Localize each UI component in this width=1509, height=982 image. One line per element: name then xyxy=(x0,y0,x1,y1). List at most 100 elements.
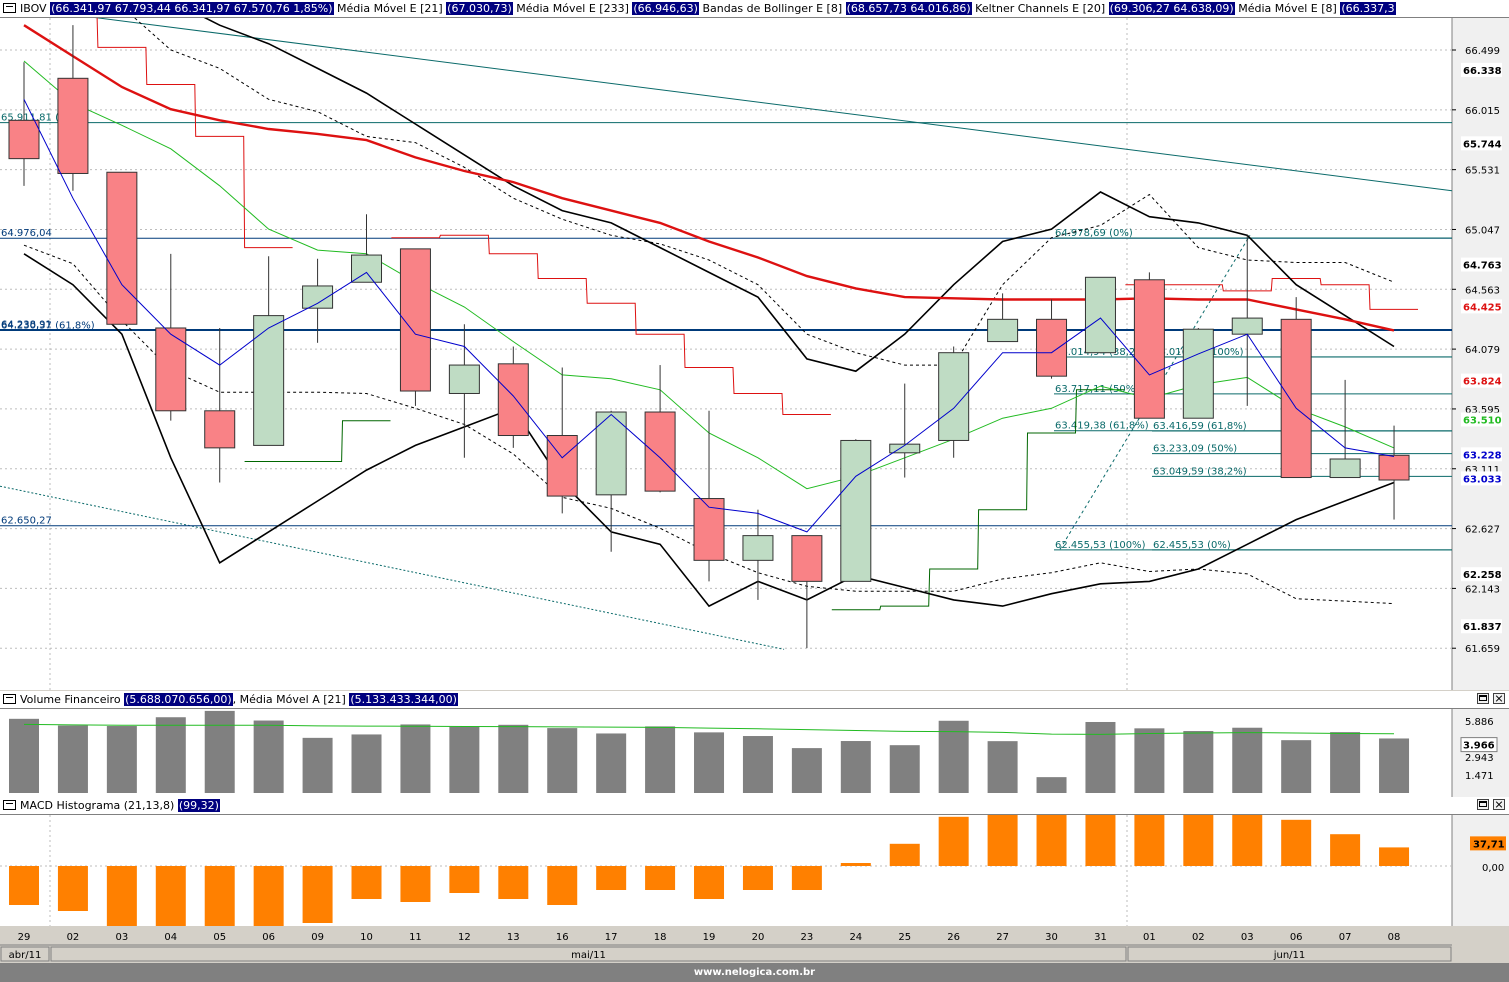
macd-bar xyxy=(253,866,284,926)
volume-bar xyxy=(9,718,39,793)
price-value-badge xyxy=(1461,373,1502,388)
date-label: 03 xyxy=(115,932,128,943)
volume-bar xyxy=(498,724,529,793)
macd-bar xyxy=(1379,847,1410,866)
macd-bar xyxy=(1330,834,1361,866)
price-value-label: 64.425 xyxy=(1463,302,1502,313)
month-band xyxy=(50,946,1127,962)
candle-down xyxy=(1036,318,1068,377)
macd-bar xyxy=(596,866,627,890)
candle-up xyxy=(840,439,872,582)
candle-up xyxy=(1084,276,1116,354)
horizontal-line-label: 65.911,81 (50%) xyxy=(1,113,85,124)
date-label: 19 xyxy=(703,932,716,943)
date-label: 13 xyxy=(507,932,520,943)
macd-bar xyxy=(840,863,871,866)
date-label: 11 xyxy=(409,932,422,943)
price-value-label: 65.744 xyxy=(1463,139,1502,150)
macd-value-label: 37,71 xyxy=(1473,839,1505,850)
keltner-stop-lower xyxy=(244,389,1125,611)
macd-bar xyxy=(938,816,969,866)
price-value-badge xyxy=(1461,471,1502,486)
price-axis-label: 65.047 xyxy=(1465,225,1500,236)
price-value-label: 63.824 xyxy=(1463,377,1502,388)
volume-bar xyxy=(694,732,725,793)
close-icon[interactable] xyxy=(1493,799,1505,810)
fib-level-label: 63.233,09 (50%) xyxy=(1153,444,1237,455)
panel-menu-icon[interactable] xyxy=(3,800,16,810)
panel-menu-icon[interactable] xyxy=(3,694,16,704)
candle-down xyxy=(1378,454,1410,481)
time-axis[interactable]: 29 02 03 04 05 06 09 10 11 12 13 16 17 18 19 20 23 24 25 26… xyxy=(0,926,1509,963)
date-label: 10 xyxy=(360,932,373,943)
macd-chart[interactable]: 0,00 37,71 xyxy=(0,815,1509,926)
month-band xyxy=(0,946,50,962)
date-label: 01 xyxy=(1143,932,1156,943)
macd-panel-titlebar[interactable]: MACD Histograma (21,13,8) (99,32) xyxy=(0,797,1509,815)
month-label: abr/11 xyxy=(9,950,42,961)
maximize-icon[interactable] xyxy=(1477,799,1489,810)
volume-bar xyxy=(1281,740,1312,793)
volume-axis-label: 5.886 xyxy=(1465,717,1494,728)
price-panel-titlebar[interactable]: IBOV (66.341,97 67.793,44 66.341,97 67.5… xyxy=(0,0,1509,18)
macd-bar xyxy=(1183,815,1214,866)
date-label: 04 xyxy=(164,932,177,943)
indicator-bollinger-value: (68.657,73 64.016,86) xyxy=(845,2,972,15)
volume-axis-label: 2.943 xyxy=(1465,753,1494,764)
fib-level-label: 63.419,38 (61,8%) xyxy=(1055,421,1149,432)
panel-menu-icon[interactable] xyxy=(3,3,16,13)
fib-level-label: 63.049,59 (38,2%) xyxy=(1153,466,1247,477)
macd-bar xyxy=(57,866,88,911)
date-label: 17 xyxy=(605,932,618,943)
macd-bar xyxy=(400,866,431,902)
trendline-teal-dashed xyxy=(0,485,785,650)
volume-panel-titlebar[interactable]: Volume Financeiro (5.688.070.656,00), Mé… xyxy=(0,691,1509,709)
candle-up xyxy=(595,411,627,496)
macd-bar xyxy=(694,866,725,899)
price-value-label: 62.258 xyxy=(1463,570,1502,581)
fib-level-label: 62.455,53 (100%) xyxy=(1055,540,1146,551)
candle-up xyxy=(351,254,383,283)
horizontal-line-label: 64.976,04 xyxy=(1,228,52,239)
volume-bar xyxy=(400,724,431,793)
volume-title: Volume Financeiro xyxy=(20,693,121,706)
macd-bar xyxy=(351,866,382,899)
date-label: 03 xyxy=(1241,932,1254,943)
macd-bar xyxy=(106,866,137,926)
price-value-badge xyxy=(1461,62,1502,77)
macd-axis-label: 0,00 xyxy=(1482,863,1504,874)
volume-bar xyxy=(302,737,333,793)
price-axis-label: 64.079 xyxy=(1465,345,1500,356)
horizontal-line-label: 64.230,37 (61,8%) xyxy=(1,320,95,331)
volume-bar xyxy=(938,720,969,793)
candle-down xyxy=(1280,318,1312,479)
price-value-label: 64.763 xyxy=(1463,261,1502,272)
date-label: 02 xyxy=(67,932,80,943)
date-label: 20 xyxy=(752,932,765,943)
volume-bar xyxy=(987,741,1018,793)
price-value-badge xyxy=(1461,447,1502,462)
fib-level-label: 64.978,69 (0%) xyxy=(1055,228,1133,239)
indicator-ema21-value: (67.030,73) xyxy=(446,2,513,15)
macd-axis-background xyxy=(1452,815,1509,926)
indicator-ema8-name: Média Móvel E [8] xyxy=(1238,2,1337,15)
volume-axis-background xyxy=(1452,709,1509,797)
volume-bar xyxy=(547,728,578,793)
price-axis-label: 65.531 xyxy=(1465,166,1500,177)
price-value-label: 61.837 xyxy=(1463,622,1502,633)
close-icon[interactable] xyxy=(1493,693,1505,704)
date-label: 25 xyxy=(898,932,911,943)
maximize-icon[interactable] xyxy=(1477,693,1489,704)
volume-bar xyxy=(204,710,235,793)
date-label: 16 xyxy=(556,932,569,943)
candle-down xyxy=(497,363,529,437)
candle-up xyxy=(302,285,334,309)
candle-down xyxy=(155,327,187,412)
fib-diagonal xyxy=(1059,235,1251,550)
price-axis-label: 61.659 xyxy=(1465,644,1500,655)
volume-chart[interactable]: 5.886 2.943 1.471 3.966 xyxy=(0,709,1509,797)
volume-axis-label: 1.471 xyxy=(1465,771,1494,782)
date-label: 31 xyxy=(1094,932,1107,943)
price-chart[interactable]: 65.911,81 (50%) 64.976,04 64.238,9164.230,… xyxy=(0,18,1509,690)
